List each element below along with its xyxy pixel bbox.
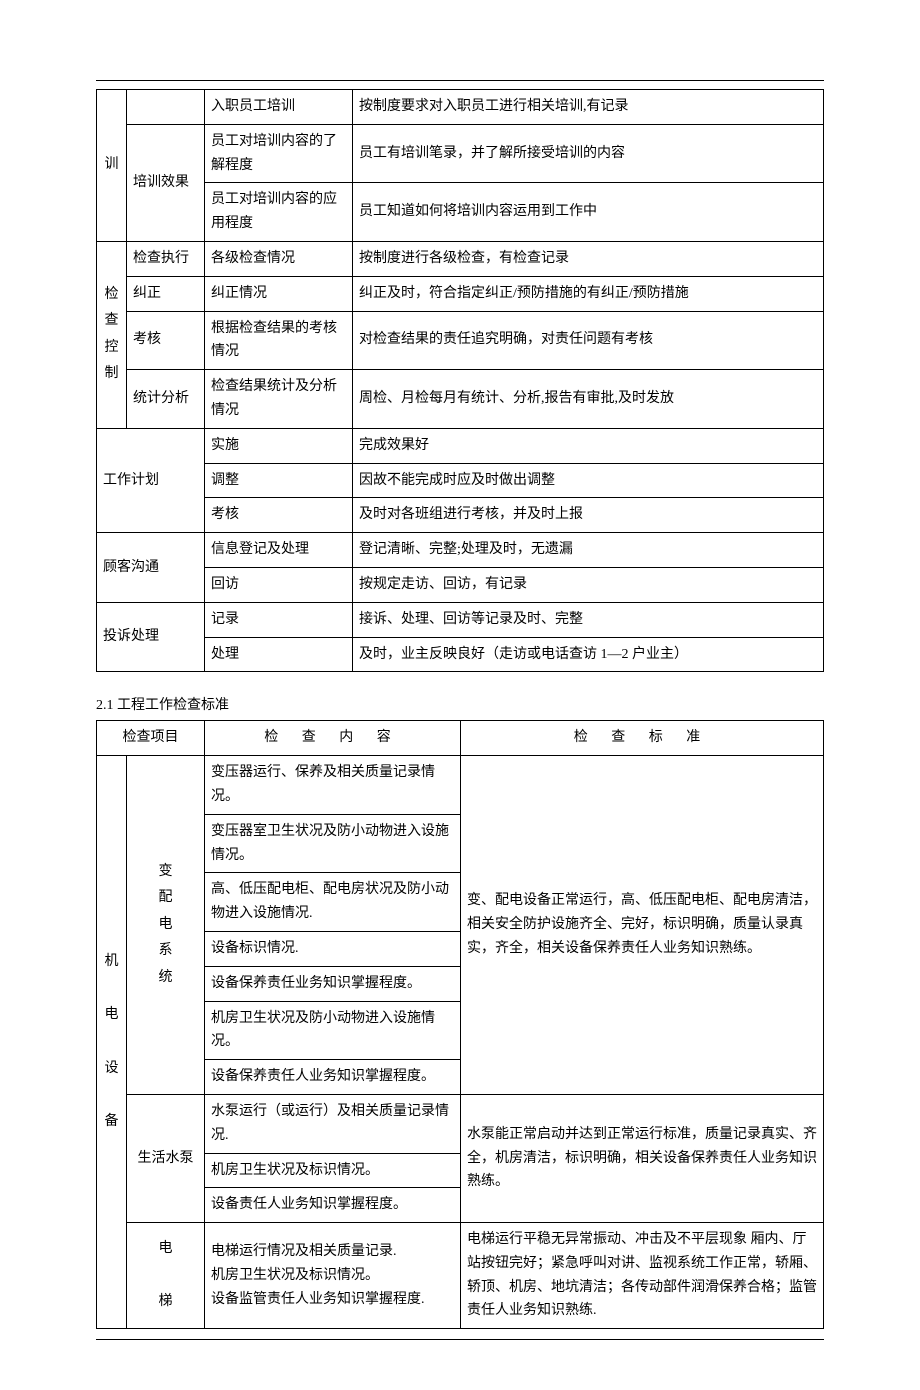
cell: 员工对培训内容的了解程度: [205, 124, 353, 183]
table-row: 工作计划 实施 完成效果好: [97, 428, 824, 463]
cell: 变压器室卫生状况及防小动物进入设施情况。: [205, 814, 461, 873]
cell: 及时，业主反映良好（走访或电话查访 1—2 户业主）: [353, 637, 824, 672]
cell: 电梯运行平稳无异常振动、冲击及不平层现象 厢内、厅站按钮完好；紧急呼叫对讲、监视…: [461, 1223, 824, 1329]
cell: 电梯: [127, 1223, 205, 1329]
cell: 检查控制: [97, 241, 127, 428]
table-row: 机电设备 变配电系统 变压器运行、保养及相关质量记录情况。 变、配电设备正常运行…: [97, 756, 824, 815]
header-cell: 检 查 内 容: [205, 721, 461, 756]
header-cell: 检 查 标 准: [461, 721, 824, 756]
table-row: 调整 因故不能完成时应及时做出调整: [97, 463, 824, 498]
cell: 纠正及时，符合指定纠正/预防措施的有纠正/预防措施: [353, 276, 824, 311]
table-row: 生活水泵 水泵运行（或运行）及相关质量记录情况. 水泵能正常启动并达到正常运行标…: [97, 1094, 824, 1153]
cell: 检查执行: [127, 241, 205, 276]
cell: 检查结果统计及分析情况: [205, 370, 353, 429]
cell: 按规定走访、回访，有记录: [353, 567, 824, 602]
cell: 周检、月检每月有统计、分析,报告有审批,及时发放: [353, 370, 824, 429]
table-row: 顾客沟通 信息登记及处理 登记清晰、完整;处理及时，无遗漏: [97, 533, 824, 568]
table-row: 检查控制 检查执行 各级检查情况 按制度进行各级检查，有检查记录: [97, 241, 824, 276]
cell: 生活水泵: [127, 1094, 205, 1222]
cell: 训: [97, 90, 127, 242]
cell: 按制度要求对入职员工进行相关培训,有记录: [353, 90, 824, 125]
header-rule: [96, 80, 824, 81]
cell: 纠正情况: [205, 276, 353, 311]
footer-rule: [96, 1339, 824, 1340]
cell: 机房卫生状况及防小动物进入设施情况。: [205, 1001, 461, 1060]
cell: 信息登记及处理: [205, 533, 353, 568]
cell: 投诉处理: [97, 602, 205, 672]
cell: 设备保养责任业务知识掌握程度。: [205, 966, 461, 1001]
table-row: 考核 及时对各班组进行考核，并及时上报: [97, 498, 824, 533]
table-row: 电梯 电梯运行情况及相关质量记录. 机房卫生状况及标识情况。 设备监管责任人业务…: [97, 1223, 824, 1329]
cell: 考核: [205, 498, 353, 533]
cell: 高、低压配电柜、配电房状况及防小动物进入设施情况.: [205, 873, 461, 932]
cell: 纠正: [127, 276, 205, 311]
cell: 设备标识情况.: [205, 931, 461, 966]
cell: 考核: [127, 311, 205, 370]
cell: 水泵运行（或运行）及相关质量记录情况.: [205, 1094, 461, 1153]
cell: 统计分析: [127, 370, 205, 429]
cell: 对检查结果的责任追究明确，对责任问题有考核: [353, 311, 824, 370]
cell: 顾客沟通: [97, 533, 205, 603]
cell: 各级检查情况: [205, 241, 353, 276]
cell: 设备保养责任人业务知识掌握程度。: [205, 1060, 461, 1095]
cell: 工作计划: [97, 428, 205, 532]
cell: 按制度进行各级检查，有检查记录: [353, 241, 824, 276]
cell: 及时对各班组进行考核，并及时上报: [353, 498, 824, 533]
table-row: 考核 根据检查结果的考核情况 对检查结果的责任追究明确，对责任问题有考核: [97, 311, 824, 370]
cell: 入职员工培训: [205, 90, 353, 125]
cell: 设备责任人业务知识掌握程度。: [205, 1188, 461, 1223]
cell: 员工对培训内容的应用程度: [205, 183, 353, 242]
table-row: 员工对培训内容的应用程度 员工知道如何将培训内容运用到工作中: [97, 183, 824, 242]
table-row: 投诉处理 记录 接诉、处理、回访等记录及时、完整: [97, 602, 824, 637]
cell: 变配电系统: [127, 756, 205, 1095]
cell: [127, 90, 205, 125]
cell: 接诉、处理、回访等记录及时、完整: [353, 602, 824, 637]
cell: 处理: [205, 637, 353, 672]
cell: 根据检查结果的考核情况: [205, 311, 353, 370]
cell: 实施: [205, 428, 353, 463]
cell: 变、配电设备正常运行，高、低压配电柜、配电房清洁，相关安全防护设施齐全、完好，标…: [461, 756, 824, 1095]
table-row: 纠正 纠正情况 纠正及时，符合指定纠正/预防措施的有纠正/预防措施: [97, 276, 824, 311]
cell: 机电设备: [97, 756, 127, 1329]
cell: 登记清晰、完整;处理及时，无遗漏: [353, 533, 824, 568]
table-row: 培训效果 员工对培训内容的了解程度 员工有培训笔录，并了解所接受培训的内容: [97, 124, 824, 183]
section-title: 2.1 工程工作检查标准: [96, 694, 824, 714]
cell: 电梯运行情况及相关质量记录. 机房卫生状况及标识情况。 设备监管责任人业务知识掌…: [205, 1223, 461, 1329]
table-training-inspection: 训 入职员工培训 按制度要求对入职员工进行相关培训,有记录 培训效果 员工对培训…: [96, 89, 824, 672]
cell: 记录: [205, 602, 353, 637]
cell: 调整: [205, 463, 353, 498]
cell: 员工知道如何将培训内容运用到工作中: [353, 183, 824, 242]
cell: 完成效果好: [353, 428, 824, 463]
cell: 培训效果: [127, 124, 205, 241]
cell: 变压器运行、保养及相关质量记录情况。: [205, 756, 461, 815]
header-cell: 检查项目: [97, 721, 205, 756]
table-engineering-standards: 检查项目 检 查 内 容 检 查 标 准 机电设备 变配电系统 变压器运行、保养…: [96, 720, 824, 1329]
table-row: 训 入职员工培训 按制度要求对入职员工进行相关培训,有记录: [97, 90, 824, 125]
cell: 员工有培训笔录，并了解所接受培训的内容: [353, 124, 824, 183]
cell: 因故不能完成时应及时做出调整: [353, 463, 824, 498]
table-row: 处理 及时，业主反映良好（走访或电话查访 1—2 户业主）: [97, 637, 824, 672]
table-row: 回访 按规定走访、回访，有记录: [97, 567, 824, 602]
cell: 机房卫生状况及标识情况。: [205, 1153, 461, 1188]
cell: 水泵能正常启动并达到正常运行标准，质量记录真实、齐全，机房清洁，标识明确，相关设…: [461, 1094, 824, 1222]
document-page: 训 入职员工培训 按制度要求对入职员工进行相关培训,有记录 培训效果 员工对培训…: [0, 0, 920, 1390]
table-row: 统计分析 检查结果统计及分析情况 周检、月检每月有统计、分析,报告有审批,及时发…: [97, 370, 824, 429]
table-header-row: 检查项目 检 查 内 容 检 查 标 准: [97, 721, 824, 756]
cell: 回访: [205, 567, 353, 602]
